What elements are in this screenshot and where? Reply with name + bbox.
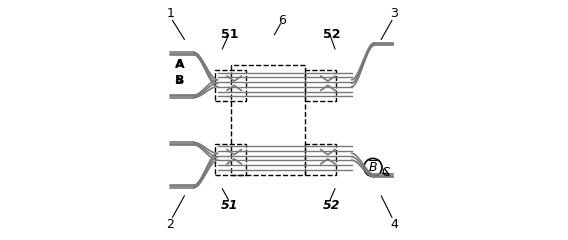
Text: B: B (175, 74, 185, 87)
Text: $\overline{B}$: $\overline{B}$ (367, 160, 378, 175)
Text: 4: 4 (390, 218, 398, 231)
Bar (306, 70, 336, 101)
Text: 52: 52 (323, 28, 340, 41)
Text: 6: 6 (278, 14, 286, 27)
Bar (306, 144, 336, 174)
Text: 51: 51 (221, 199, 238, 212)
Text: C: C (381, 166, 390, 179)
Text: A: A (175, 58, 185, 71)
Bar (215, 144, 246, 174)
Bar (215, 70, 246, 101)
Text: 2: 2 (166, 218, 174, 231)
Bar (231, 66, 306, 174)
Text: 3: 3 (390, 7, 398, 20)
Text: 1: 1 (166, 7, 174, 20)
Text: 51: 51 (221, 28, 238, 41)
Text: 52: 52 (323, 199, 340, 212)
